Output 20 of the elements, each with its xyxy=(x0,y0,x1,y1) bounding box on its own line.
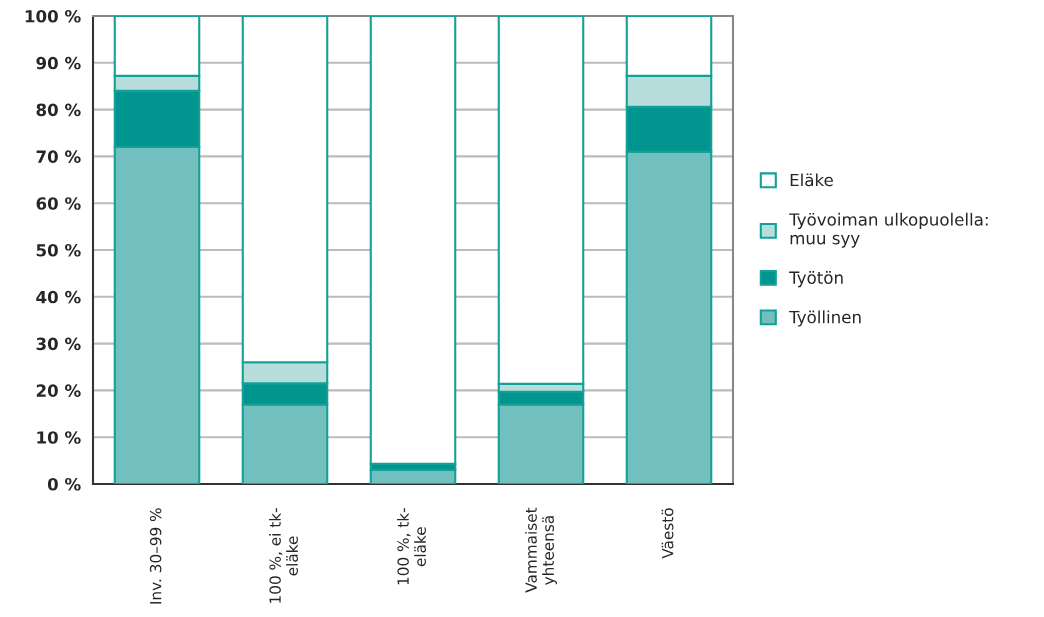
x-tick-label: Inv. 30–99 % xyxy=(149,508,162,604)
x-tick-label: 100 %, ei tk- eläke xyxy=(269,508,298,603)
y-tick-label: 30 % xyxy=(36,337,81,351)
y-tick-label: 0 % xyxy=(47,477,81,491)
y-tick-label: 10 % xyxy=(37,431,81,444)
legend-label: Työtön xyxy=(789,271,843,288)
x-tick-label: Väestö xyxy=(661,508,674,559)
y-tick-label: 50 % xyxy=(36,243,81,257)
legend-label: Eläke xyxy=(790,173,833,187)
y-tick-label: 40 % xyxy=(36,290,81,304)
legend-label: Työvoiman ulkopuolella: muu syy xyxy=(789,212,988,248)
y-tick-label: 90 % xyxy=(36,56,81,70)
y-tick-label: 60 % xyxy=(36,197,81,210)
y-tick-label: 20 % xyxy=(36,384,81,397)
y-tick-label: 70 % xyxy=(36,150,81,163)
y-tick-label: 100 % xyxy=(25,9,81,23)
x-tick-label: Vammaiset yhteensä xyxy=(525,507,557,593)
x-tick-label: 100 %, tk- eläke xyxy=(397,508,426,585)
y-tick-label: 80 % xyxy=(36,103,81,117)
legend-label: Työllinen xyxy=(789,310,861,327)
